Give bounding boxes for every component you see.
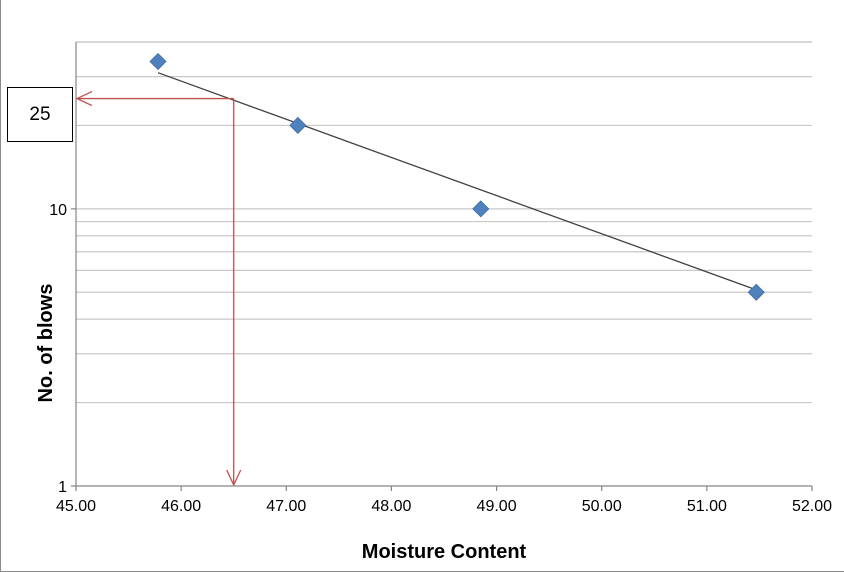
horizontal-arrow-head <box>75 90 93 107</box>
y-tick-label: 10 <box>49 202 67 219</box>
x-tick-label: 47.00 <box>266 498 306 515</box>
data-point <box>149 52 167 71</box>
x-tick-label: 51.00 <box>687 498 727 515</box>
trendline-layer <box>157 72 757 291</box>
gridlines <box>76 41 812 404</box>
data-point <box>472 200 490 218</box>
x-tick-label: 50.00 <box>582 498 622 515</box>
tick-labels: 45.00 46.00 47.00 48.00 49.00 50.00 51.00 52.00… <box>49 202 832 515</box>
y-tick-label: 1 <box>58 479 67 496</box>
trendline <box>157 72 757 291</box>
x-tick-label: 45.00 <box>56 498 96 515</box>
x-tick-label: 52.00 <box>792 498 832 515</box>
x-axis-title: Moisture Content <box>362 541 527 563</box>
axes <box>71 42 813 491</box>
reference-value-label: 25 <box>29 103 51 125</box>
vertical-arrow-head <box>226 469 242 487</box>
data-points <box>149 52 765 301</box>
data-point <box>289 116 307 134</box>
x-tick-label: 46.00 <box>161 498 201 515</box>
y-axis-title: No. of blows <box>35 284 57 403</box>
x-tick-label: 49.00 <box>477 498 517 515</box>
data-point <box>747 283 765 301</box>
x-tick-label: 48.00 <box>371 498 411 515</box>
flow-index-annotation <box>75 90 242 487</box>
reference-value-box: 25 <box>7 87 73 142</box>
